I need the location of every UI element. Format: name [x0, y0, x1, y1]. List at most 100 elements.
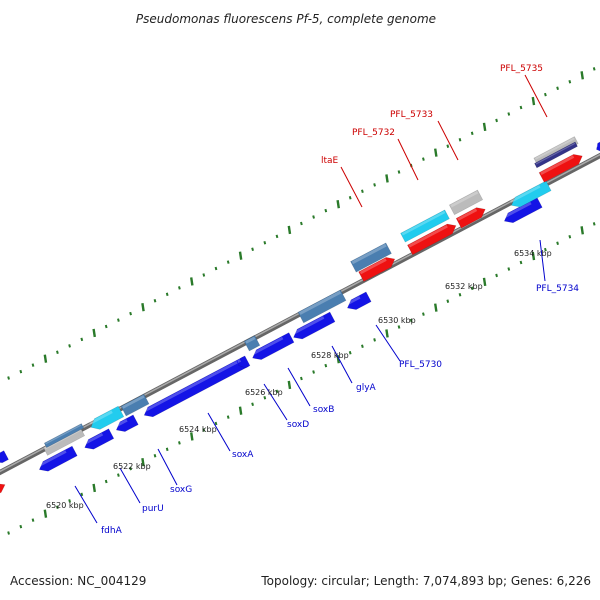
- feature-arrow[interactable]: [88, 405, 125, 432]
- minor-tick: [409, 318, 413, 323]
- major-tick: [580, 71, 584, 80]
- feature-arrow[interactable]: [455, 204, 488, 229]
- minor-tick: [422, 157, 425, 161]
- feature-highlight: [502, 201, 532, 219]
- gene-label-purU[interactable]: purU: [142, 504, 164, 514]
- feature-arrow[interactable]: [0, 480, 7, 497]
- feature-highlight: [299, 290, 342, 315]
- feature-highlight: [509, 185, 541, 203]
- feature-arrow[interactable]: [502, 197, 543, 226]
- minor-tick: [458, 292, 462, 297]
- kbp-label: 6530 kbp: [378, 316, 416, 325]
- minor-tick: [19, 524, 23, 529]
- feature-arrow[interactable]: [509, 180, 552, 210]
- minor-tick: [263, 396, 267, 400]
- feature-highlight: [401, 210, 446, 236]
- minor-tick: [80, 337, 84, 342]
- minor-tick: [300, 376, 303, 381]
- minor-tick: [397, 170, 401, 174]
- major-tick: [385, 329, 389, 338]
- scale-labels: 6520 kbp 6522 kbp 6524 kbp 6526 kbp 6528…: [46, 249, 552, 510]
- minor-tick: [31, 518, 35, 522]
- minor-tick: [568, 235, 572, 239]
- minor-tick: [117, 318, 120, 322]
- gene-label-ltaE[interactable]: ltaE: [321, 156, 339, 166]
- minor-tick: [263, 241, 267, 245]
- gene-label-pfl-5735[interactable]: PFL_5735: [500, 64, 543, 74]
- feature-box[interactable]: [243, 335, 261, 352]
- major-tick: [287, 225, 292, 235]
- minor-tick: [324, 208, 328, 213]
- minor-tick: [31, 363, 35, 367]
- minor-tick: [19, 369, 23, 374]
- minor-tick: [458, 137, 462, 142]
- gene-label-soxA[interactable]: soxA: [232, 450, 254, 460]
- minor-tick: [275, 389, 279, 394]
- feature-highlight: [457, 208, 478, 221]
- gene-label-pfl-5734[interactable]: PFL_5734: [536, 284, 579, 294]
- minor-tick: [446, 299, 450, 303]
- minor-tick: [446, 144, 450, 148]
- feature-box[interactable]: [400, 209, 450, 243]
- feature-arrow[interactable]: [407, 221, 458, 256]
- feature-highlight: [408, 224, 448, 248]
- gene-label-pfl-5732[interactable]: PFL_5732: [352, 128, 395, 138]
- feature-arrow[interactable]: [594, 140, 600, 154]
- feature-box[interactable]: [297, 289, 347, 324]
- gene-label-soxB[interactable]: soxB: [313, 405, 334, 415]
- genome-summary-text: Topology: circular; Length: 7,074,893 bp…: [260, 574, 591, 588]
- gene-label-soxD[interactable]: soxD: [287, 420, 309, 430]
- kbp-label: 6524 kbp: [179, 425, 217, 434]
- minor-tick: [56, 350, 59, 355]
- feature-box[interactable]: [120, 393, 150, 417]
- minor-tick: [165, 292, 169, 297]
- gene-label-glyA[interactable]: glyA: [356, 383, 377, 393]
- major-tick: [43, 354, 48, 363]
- feature-arrow[interactable]: [345, 291, 372, 313]
- minor-tick: [373, 338, 376, 342]
- minor-tick: [129, 311, 132, 316]
- minor-tick: [507, 267, 511, 271]
- major-tick: [434, 303, 438, 312]
- feature-arrow[interactable]: [236, 355, 251, 370]
- feature-highlight: [37, 450, 67, 468]
- map-title: Pseudomonas fluorescens Pf-5, complete g…: [136, 12, 436, 26]
- minor-tick: [324, 363, 328, 368]
- major-tick: [141, 458, 145, 467]
- feature-arrow[interactable]: [538, 151, 585, 183]
- feature-highlight: [345, 296, 361, 306]
- feature-highlight: [251, 336, 284, 356]
- feature-arrow[interactable]: [37, 445, 78, 474]
- minor-tick: [373, 183, 376, 187]
- gene-label-pfl-5730[interactable]: PFL_5730: [399, 360, 442, 370]
- gene-label-soxG[interactable]: soxG: [170, 485, 192, 495]
- minor-tick: [312, 370, 315, 374]
- feature-box[interactable]: [43, 423, 85, 448]
- feature-box[interactable]: [448, 189, 484, 216]
- feature-box[interactable]: [534, 141, 578, 169]
- gene-label-fdhA[interactable]: fdhA: [101, 526, 123, 536]
- gene-label-pfl-5733[interactable]: PFL_5733: [390, 110, 433, 120]
- feature-arrow[interactable]: [291, 311, 336, 342]
- minor-tick: [202, 428, 206, 432]
- minor-tick: [312, 215, 315, 219]
- minor-tick: [7, 531, 10, 535]
- minor-tick: [300, 221, 303, 226]
- reverse-gene-labels: fdhA purU soxG soxA soxD soxB glyA PFL_5…: [101, 284, 579, 536]
- minor-tick: [214, 421, 218, 426]
- minor-tick: [544, 247, 547, 252]
- feature-arrow[interactable]: [250, 332, 295, 363]
- feature-highlight: [83, 432, 104, 446]
- feature-highlight: [142, 360, 238, 413]
- feature-arrow[interactable]: [0, 450, 9, 466]
- kbp-label: 6522 kbp: [113, 462, 151, 471]
- minor-tick: [104, 479, 108, 484]
- feature-arrow[interactable]: [82, 428, 115, 453]
- minor-tick: [104, 324, 108, 329]
- major-tick: [580, 226, 584, 235]
- feature-box[interactable]: [350, 242, 392, 273]
- feature-arrow[interactable]: [358, 254, 398, 282]
- feature-arrow[interactable]: [114, 414, 139, 435]
- feature-highlight: [595, 144, 599, 148]
- feature-layer: [0, 136, 600, 497]
